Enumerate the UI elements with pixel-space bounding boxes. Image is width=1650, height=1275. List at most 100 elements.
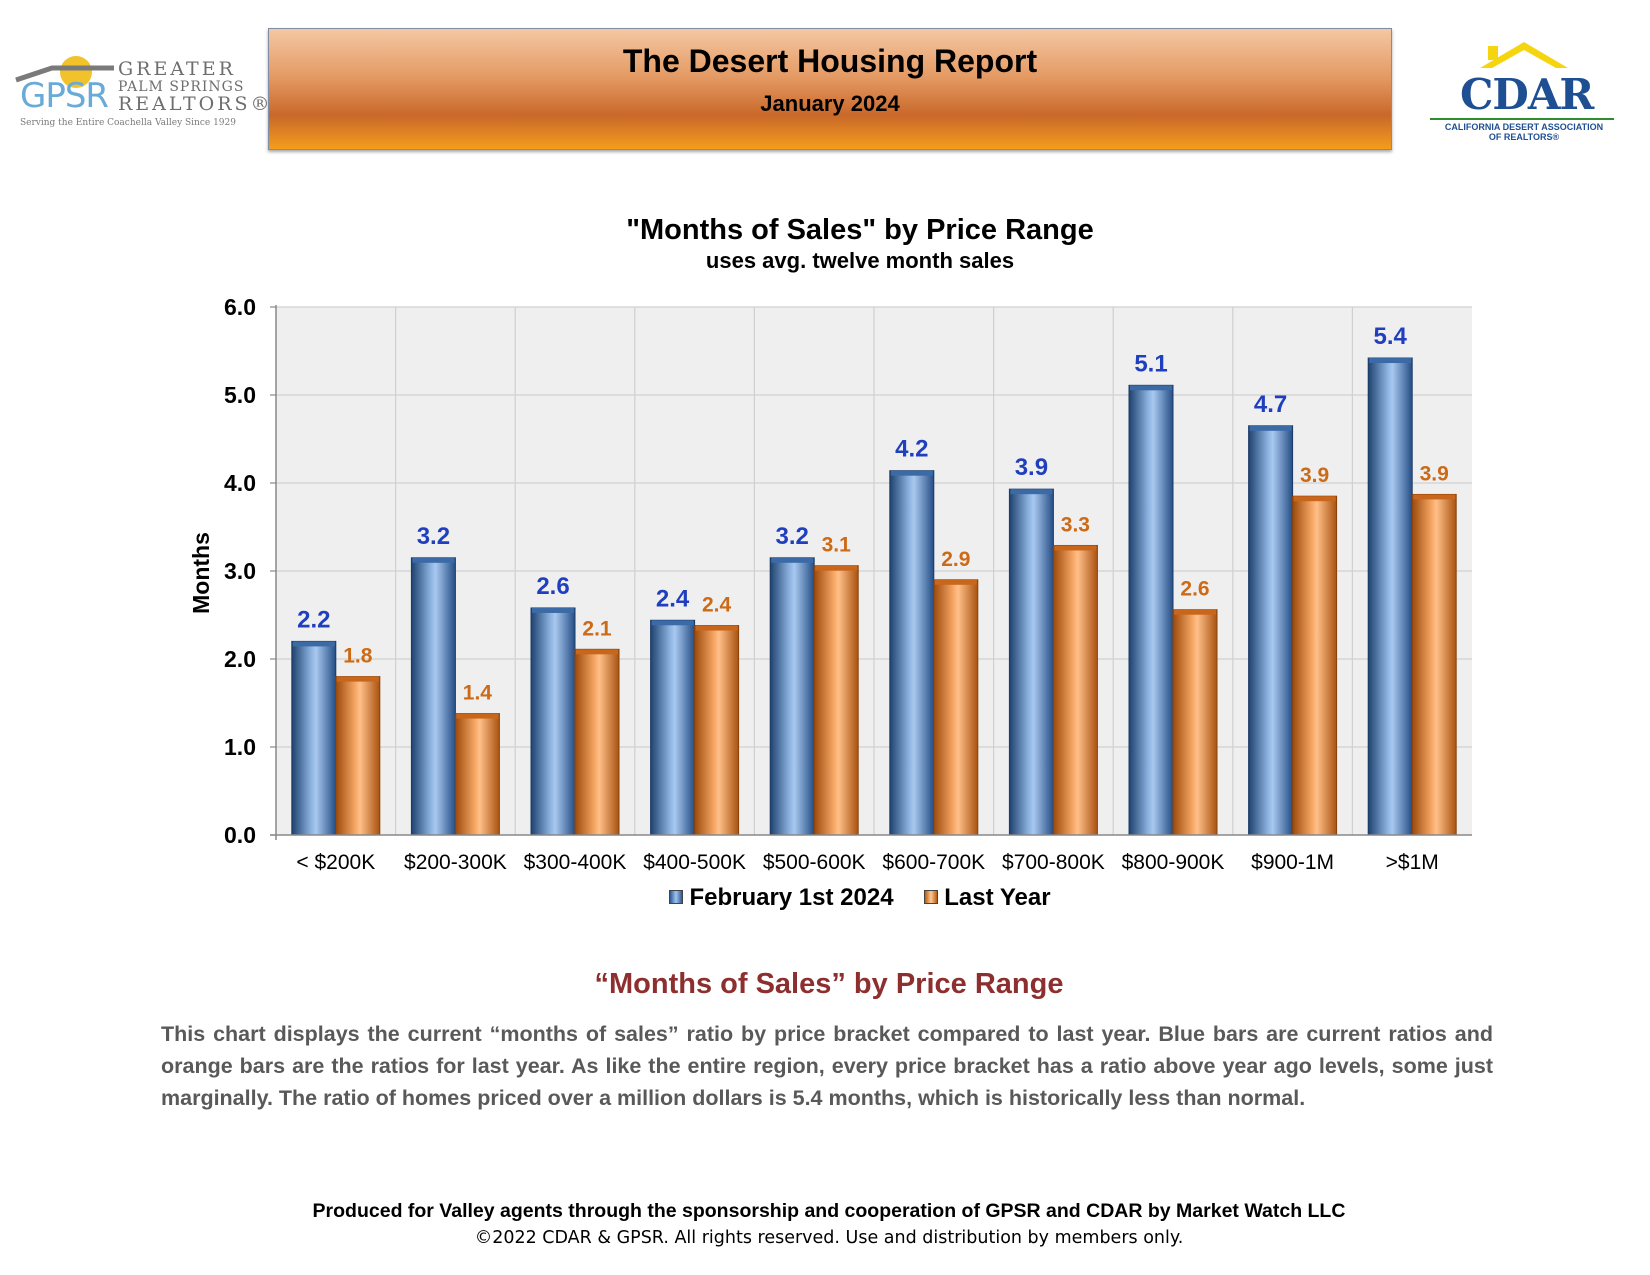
y-tick-label: 4.0 bbox=[224, 470, 256, 496]
x-tick-label: < $200K bbox=[296, 851, 375, 874]
x-tick-label: $900-1M bbox=[1251, 851, 1334, 874]
bar-current bbox=[410, 557, 456, 836]
description-heading: “Months of Sales” by Price Range bbox=[594, 968, 1064, 1000]
bar-current bbox=[1367, 357, 1413, 836]
bar-current-cap bbox=[771, 557, 814, 563]
bar-current bbox=[889, 470, 935, 836]
bar-current-cap bbox=[1249, 425, 1292, 431]
bar-last-year-cap bbox=[336, 676, 379, 682]
bar-last-year bbox=[813, 565, 859, 836]
bar-last-year bbox=[1411, 493, 1457, 836]
data-label-current: 4.2 bbox=[895, 436, 928, 463]
data-label-last-year: 3.9 bbox=[1420, 462, 1449, 485]
bar-last-year-cap bbox=[1174, 609, 1216, 615]
cdar-abbr: CDAR bbox=[1460, 70, 1594, 119]
x-tick-label: $800-900K bbox=[1122, 851, 1225, 874]
description-body: This chart displays the current “months … bbox=[161, 1022, 1493, 1110]
bar-last-year bbox=[1292, 495, 1338, 836]
y-tick-label: 3.0 bbox=[224, 558, 256, 584]
footer-credit: Produced for Valley agents through the s… bbox=[312, 1200, 1346, 1222]
data-label-current: 5.1 bbox=[1134, 350, 1167, 377]
chart-title: "Months of Sales" by Price Range bbox=[626, 214, 1094, 246]
y-axis-label: Months bbox=[188, 532, 214, 614]
bar-current-cap bbox=[532, 607, 574, 613]
y-tick-label: 6.0 bbox=[224, 294, 256, 320]
months-of-sales-chart: 0.0 1.0 2.0 3.0 4.0 5.0 6.0 2.2 1.8 3.2 1.4 2.6 2.1… bbox=[188, 294, 1472, 874]
gpsr-line3: REALTORS® bbox=[118, 93, 273, 115]
bar-last-year-cap bbox=[934, 579, 977, 585]
y-tick-label: 1.0 bbox=[224, 734, 256, 760]
report-date: January 2024 bbox=[760, 91, 900, 116]
bar-last-year bbox=[1052, 544, 1098, 836]
cdar-line2: OF REALTORS® bbox=[1488, 132, 1560, 142]
bar-last-year-cap bbox=[695, 625, 738, 631]
bar-current bbox=[650, 619, 696, 836]
data-label-last-year: 2.6 bbox=[1180, 578, 1209, 601]
gpsr-line1: GREATER bbox=[118, 58, 236, 80]
cdar-logo: CDAR CALIFORNIA DESERT ASSOCIATION OF RE… bbox=[1428, 38, 1628, 148]
gpsr-line2: PALM SPRINGS bbox=[118, 79, 245, 95]
bar-last-year-cap bbox=[1413, 494, 1456, 500]
data-label-current: 2.2 bbox=[297, 606, 330, 633]
x-tick-label: >$1M bbox=[1386, 851, 1439, 874]
bar-current bbox=[291, 640, 337, 836]
legend-label-current: February 1st 2024 bbox=[689, 884, 894, 911]
bar-current bbox=[1128, 384, 1174, 836]
bar-last-year-cap bbox=[1054, 545, 1097, 551]
bar-current bbox=[1008, 488, 1054, 836]
bar-current-cap bbox=[1130, 385, 1172, 391]
house-roof-icon bbox=[1480, 42, 1568, 68]
gpsr-wordmark: GREATER PALM SPRINGS REALTORS® bbox=[118, 60, 273, 114]
y-tick-label: 0.0 bbox=[224, 822, 256, 848]
bar-current-cap bbox=[292, 641, 335, 647]
data-label-current: 4.7 bbox=[1254, 391, 1287, 418]
data-label-last-year: 2.4 bbox=[702, 594, 732, 617]
data-label-last-year: 2.9 bbox=[941, 548, 970, 571]
y-tick-label: 2.0 bbox=[224, 646, 256, 672]
bar-last-year bbox=[574, 648, 620, 836]
y-axis-ticks: 0.0 1.0 2.0 3.0 4.0 5.0 6.0 bbox=[224, 294, 276, 848]
sun-roof-icon bbox=[15, 56, 114, 88]
data-label-last-year: 1.8 bbox=[343, 645, 373, 668]
bar-current bbox=[530, 607, 576, 836]
data-label-current: 3.2 bbox=[776, 523, 809, 550]
data-label-last-year: 1.4 bbox=[463, 682, 493, 705]
x-tick-label: $400-500K bbox=[643, 851, 746, 874]
chart-subtitle: uses avg. twelve month sales bbox=[705, 248, 1015, 273]
data-label-last-year: 3.9 bbox=[1300, 464, 1329, 487]
bar-current-cap bbox=[412, 557, 455, 563]
bar-current bbox=[769, 557, 815, 836]
footer-copyright: ©2022 CDAR & GPSR. All rights reserved. … bbox=[474, 1228, 1184, 1248]
gpsr-tagline: Serving the Entire Coachella Valley Sinc… bbox=[20, 118, 236, 128]
bar-last-year-cap bbox=[815, 565, 858, 571]
chart-legend: February 1st 2024 Last Year bbox=[0, 884, 1650, 912]
bar-current-cap bbox=[890, 470, 933, 476]
legend-item-last-year: Last Year bbox=[924, 884, 1051, 912]
x-axis-labels: < $200K $200-300K $300-400K $400-500K $500-6… bbox=[296, 851, 1438, 874]
data-label-current: 2.6 bbox=[536, 573, 569, 600]
data-label-last-year: 3.1 bbox=[822, 534, 852, 557]
data-label-last-year: 3.3 bbox=[1061, 513, 1090, 536]
x-tick-label: $200-300K bbox=[404, 851, 507, 874]
data-label-last-year: 2.1 bbox=[582, 617, 612, 640]
bar-last-year bbox=[454, 713, 500, 836]
y-tick-label: 5.0 bbox=[224, 382, 256, 408]
bar-last-year bbox=[335, 676, 381, 836]
bar-current-cap bbox=[651, 620, 694, 626]
cdar-line1: CALIFORNIA DESERT ASSOCIATION bbox=[1444, 122, 1604, 132]
bar-last-year bbox=[933, 579, 979, 836]
x-tick-label: $500-600K bbox=[763, 851, 866, 874]
bar-current-cap bbox=[1369, 358, 1412, 364]
report-banner: The Desert Housing Report January 2024 bbox=[268, 28, 1392, 150]
bar-last-year-cap bbox=[576, 649, 618, 655]
bar-last-year-cap bbox=[456, 713, 499, 719]
data-label-current: 2.4 bbox=[656, 585, 690, 612]
bar-current bbox=[1248, 425, 1294, 836]
bar-last-year bbox=[694, 625, 740, 836]
legend-swatch-last-year bbox=[924, 890, 939, 904]
legend-item-current: February 1st 2024 bbox=[669, 884, 894, 912]
bar-last-year-cap bbox=[1293, 496, 1336, 502]
x-tick-label: $700-800K bbox=[1002, 851, 1105, 874]
data-label-current: 5.4 bbox=[1374, 323, 1408, 350]
bar-current-cap bbox=[1010, 489, 1053, 495]
